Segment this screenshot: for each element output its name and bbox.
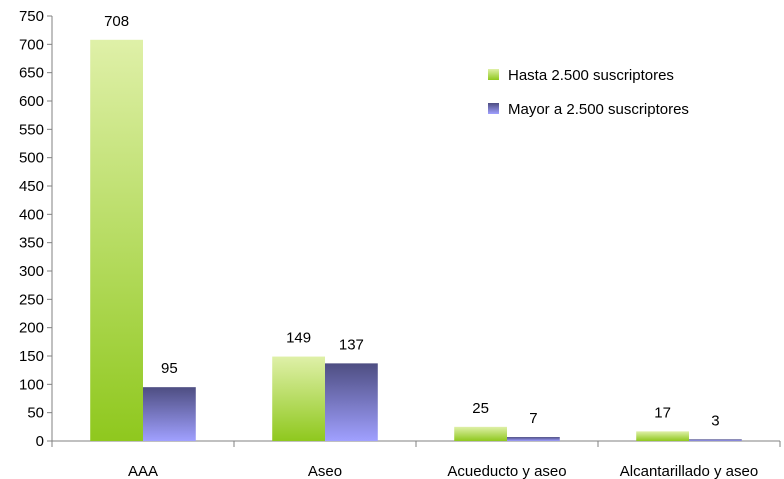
- legend-label: Mayor a 2.500 suscriptores: [508, 101, 689, 118]
- legend: Hasta 2.500 suscriptores Mayor a 2.500 su…: [488, 67, 689, 118]
- y-tick-label: 200: [19, 320, 44, 337]
- data-label: 137: [339, 336, 364, 353]
- x-category-label: Alcantarillado y aseo: [620, 463, 758, 479]
- legend-swatch: [488, 103, 499, 114]
- y-tick-label: 150: [19, 348, 44, 365]
- bars: [90, 39, 742, 442]
- data-label: 7: [529, 410, 537, 427]
- y-tick-label: 50: [27, 405, 44, 422]
- y-tick-label: 100: [19, 376, 44, 393]
- bar-series-2: [143, 387, 196, 441]
- bar-series-1: [454, 426, 507, 441]
- y-tick-label: 500: [19, 150, 44, 167]
- y-tick-label: 300: [19, 263, 44, 280]
- legend-swatch: [488, 69, 499, 80]
- y-tick-label: 600: [19, 93, 44, 110]
- data-label: 3: [711, 412, 719, 429]
- data-label: 17: [654, 404, 671, 421]
- bar-series-1: [636, 431, 689, 441]
- x-axis: AAA Aseo Acueducto y aseo Alcantarillado y …: [51, 440, 781, 479]
- bar-series-2: [689, 439, 742, 441]
- x-category-label: AAA: [128, 463, 158, 479]
- y-tick-label: 450: [19, 178, 44, 195]
- data-label: 708: [104, 13, 129, 30]
- y-tick-label: 0: [36, 433, 44, 450]
- y-tick-label: 550: [19, 121, 44, 138]
- data-label: 25: [472, 400, 489, 417]
- data-label: 149: [286, 330, 311, 347]
- bar-series-2: [325, 363, 378, 441]
- y-tick-label: 350: [19, 235, 44, 252]
- y-tick-label: 250: [19, 291, 44, 308]
- legend-label: Hasta 2.500 suscriptores: [508, 67, 674, 84]
- data-label: 95: [161, 360, 178, 377]
- x-category-label: Acueducto y aseo: [447, 463, 566, 479]
- y-tick-label: 400: [19, 206, 44, 223]
- y-tick-label: 700: [19, 36, 44, 53]
- y-tick-label: 750: [19, 8, 44, 25]
- bar-series-1: [90, 39, 143, 442]
- bar-series-1: [272, 356, 325, 441]
- y-tick-label: 650: [19, 65, 44, 82]
- bar-series-2: [507, 437, 560, 441]
- x-category-label: Aseo: [308, 463, 342, 479]
- data-labels: 708 95 149 137 25 7 17 3: [104, 13, 719, 429]
- y-axis: 0 50 100 150 200 250 300 350 400 450 500 550 600 650 7…: [19, 8, 53, 450]
